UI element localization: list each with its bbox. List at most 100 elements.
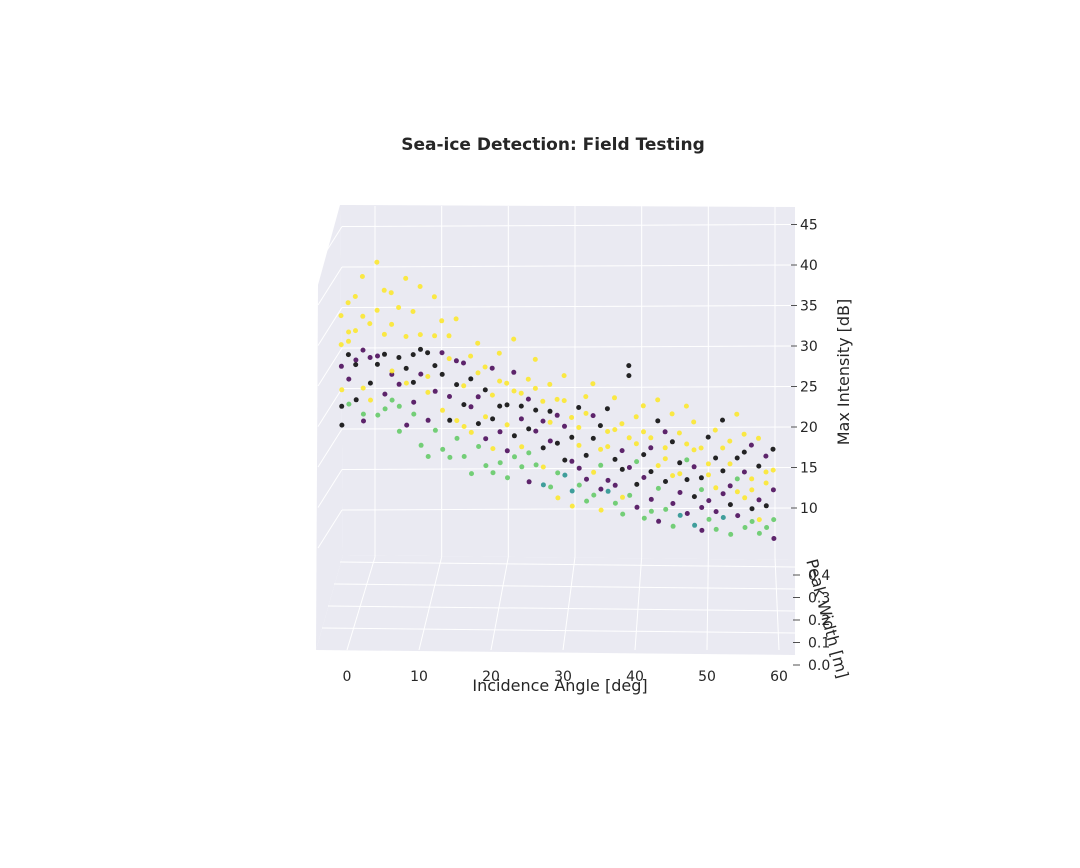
scatter-point [360,347,366,353]
scatter-point [533,462,539,468]
scatter-point [446,333,452,339]
scatter-point [482,364,488,370]
scatter-point [605,444,611,450]
scatter-point [547,419,553,425]
scatter-point [425,374,431,379]
scatter-point [735,513,741,519]
scatter-point [734,489,740,495]
scatter-point [468,376,474,382]
scatter-point [353,357,359,363]
scatter-point [518,390,524,396]
z-axis-label: Max Intensity [dB] [834,299,853,446]
scatter-point [497,429,503,435]
scatter-point [352,294,358,299]
scatter-point [648,435,654,441]
scatter-point [720,468,726,474]
scatter-point [540,418,546,424]
scatter-point [431,294,437,300]
scatter-point [749,487,755,493]
scatter-point [367,321,373,327]
scatter-point [519,444,525,450]
scatter-point [720,445,726,451]
scatter-point [720,491,726,497]
scatter-point [763,453,769,459]
scatter-point [382,351,387,357]
scatter-point [540,445,546,451]
scatter-point [612,456,618,462]
x-tick-label: 20 [482,669,500,685]
grid-line-z [341,345,796,349]
grid-lines [317,206,796,651]
scatter-point [533,428,539,434]
scatter-point [518,416,524,422]
scatter-point [396,381,402,387]
scatter-point [691,464,697,470]
scatter-point [569,415,575,420]
scatter-point [583,394,589,400]
grid-line-x-floor [774,556,780,651]
scatter-point [706,498,712,504]
scatter-point [353,362,359,368]
scatter-point [713,526,719,532]
scatter-point [410,309,416,314]
scatter-point [453,316,459,322]
scatter-point [483,436,489,442]
scatter-point [489,365,495,371]
scatter-point [742,525,748,530]
scatter-point [627,492,633,498]
scatter-point [677,460,683,466]
scatter-point [619,421,625,427]
grid-line-z [341,507,796,511]
scatter-point [555,470,561,476]
scatter-point [447,394,452,399]
scatter-point [597,423,603,429]
scatter-point [663,506,669,512]
scatter-point [425,454,431,459]
scatter-point [626,465,632,470]
scatter-point [411,411,417,417]
scatter-point [648,496,654,502]
scatter-point [346,376,352,382]
grid-line-z-side [317,266,343,306]
scatter-point [655,397,661,403]
scatter-point [353,397,359,403]
scatter-point [655,485,661,491]
scatter-points [338,259,777,541]
scatter-point [454,435,460,441]
scatter-point [519,464,525,470]
scatter-point [576,405,582,410]
scatter-point [468,429,474,435]
grid-line-x-floor [562,556,576,651]
scatter-point [633,414,639,420]
scatter-point [749,506,755,512]
floor-pane [316,555,795,655]
scatter-point [706,472,711,478]
scatter-point [360,385,366,391]
scatter-point [440,446,446,452]
scatter-point [763,480,769,486]
scatter-point [656,518,662,524]
scatter-point [374,361,380,367]
scatter-point [720,515,726,520]
scatter-point [692,522,698,528]
scatter-point [619,448,625,454]
scatter-point [770,446,776,452]
scatter-point [576,425,582,430]
scatter-point [576,465,582,471]
scatter-point [569,434,575,440]
scatter-point [641,515,647,521]
scatter-point [727,461,733,467]
z-tick-label: 45 [800,218,818,234]
scatter-point [440,407,445,413]
scatter-point [634,459,640,465]
scatter-point [734,411,740,417]
x-axis-label: Incidence Angle [deg] [472,676,647,695]
scatter-point [576,482,582,488]
scatter-point [670,501,676,506]
scatter-point [699,487,704,493]
scatter-point [346,338,351,344]
scatter-point [382,391,388,397]
scatter-point [338,363,344,369]
scatter-point [590,435,596,441]
grid-line-z [341,467,796,470]
